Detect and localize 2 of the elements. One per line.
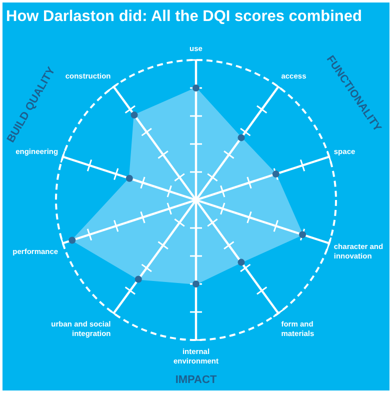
chart-title: How Darlaston did: All the DQI scores combined <box>6 8 362 25</box>
text: IMPACT <box>175 374 217 386</box>
